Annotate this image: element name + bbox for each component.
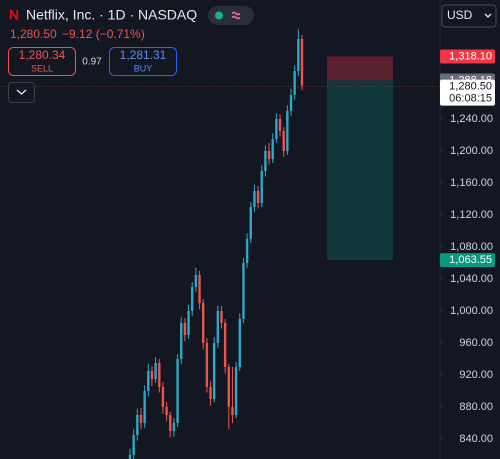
candle-body bbox=[223, 323, 227, 367]
candle-body bbox=[271, 139, 274, 159]
y-tick-label: 920.00 bbox=[459, 369, 493, 381]
status-toggle[interactable] bbox=[208, 6, 254, 25]
candle-body bbox=[180, 323, 183, 359]
candle-body bbox=[212, 343, 216, 399]
target-zone bbox=[327, 80, 393, 261]
header: N Netflix, Inc. · 1D · NASDAQ USD 1,280.… bbox=[8, 4, 497, 103]
candle-body bbox=[183, 323, 187, 335]
candle-body bbox=[289, 95, 293, 111]
candle-body bbox=[147, 371, 150, 391]
candle-body bbox=[238, 319, 241, 367]
currency-dropdown[interactable] bbox=[441, 4, 497, 28]
candle-body bbox=[172, 423, 176, 431]
candle-body bbox=[253, 191, 256, 207]
candle-body bbox=[256, 191, 260, 203]
candle-body bbox=[150, 371, 154, 379]
countdown: 06:08:15 bbox=[449, 93, 492, 105]
candle-body bbox=[158, 363, 161, 387]
candle-body bbox=[154, 363, 157, 379]
y-tick-label: 1,080.00 bbox=[450, 241, 493, 253]
buy-label: BUY bbox=[134, 63, 153, 73]
candle-body bbox=[176, 359, 179, 423]
collapse-chevron bbox=[16, 89, 27, 95]
symbol-title[interactable]: Netflix, Inc. · 1D · NASDAQ bbox=[26, 7, 197, 23]
candle-body bbox=[187, 311, 190, 335]
price-axis: 840.00 880.00 920.00 960.00 1,000.00 1,040.00… bbox=[440, 49, 495, 445]
candle-body bbox=[293, 71, 296, 95]
price-label-box bbox=[440, 79, 495, 106]
candle-body bbox=[216, 311, 220, 343]
candle-body bbox=[234, 367, 238, 415]
price-label-box bbox=[440, 49, 495, 64]
candle-body bbox=[275, 119, 278, 139]
candle-body bbox=[300, 39, 304, 86]
y-tick-label: 1,160.00 bbox=[450, 177, 493, 189]
spread: 0.97 bbox=[82, 57, 102, 68]
plot-area bbox=[0, 29, 440, 459]
y-tick-label: 1,240.00 bbox=[450, 113, 493, 125]
candle-body bbox=[198, 275, 201, 303]
candle-body bbox=[264, 151, 267, 171]
candle-body bbox=[286, 111, 289, 151]
candle-body bbox=[282, 131, 285, 151]
candle-body bbox=[128, 455, 132, 459]
candle-body bbox=[169, 415, 172, 431]
logo: N bbox=[9, 7, 19, 23]
candle-body bbox=[201, 303, 205, 343]
dropdown-chevron bbox=[484, 13, 492, 18]
collapse-button[interactable] bbox=[8, 82, 35, 103]
candle-body bbox=[139, 415, 143, 423]
price-label: 1,318.10 bbox=[449, 50, 492, 62]
price-change: −9.12 (−0.71%) bbox=[62, 27, 145, 41]
sell-button[interactable] bbox=[8, 47, 76, 76]
candle-body bbox=[132, 435, 135, 455]
candle-body bbox=[143, 391, 146, 423]
price-label: 1,063.55 bbox=[449, 254, 492, 266]
currency: USD bbox=[447, 8, 473, 22]
candle-body bbox=[297, 39, 300, 71]
sell-label: SELL bbox=[31, 63, 53, 73]
y-tick-label: 1,000.00 bbox=[450, 305, 493, 317]
candle-body bbox=[260, 171, 263, 203]
stop-zone bbox=[327, 56, 393, 81]
candle-body bbox=[249, 207, 252, 239]
candle-body bbox=[165, 407, 168, 415]
y-tick-label: 1,120.00 bbox=[450, 209, 493, 221]
status-dot bbox=[215, 11, 223, 20]
y-tick-label: 960.00 bbox=[459, 337, 493, 349]
candle-body bbox=[245, 239, 249, 263]
buy-price: 1,281.31 bbox=[120, 48, 167, 62]
last-price: 1,280.50 bbox=[10, 27, 57, 41]
wave-icon bbox=[231, 11, 241, 20]
y-tick-label: 1,200.00 bbox=[450, 145, 493, 157]
y-tick-label: 840.00 bbox=[459, 433, 493, 445]
candle-body bbox=[205, 343, 209, 387]
candle-body bbox=[161, 387, 165, 407]
candle-body bbox=[194, 275, 198, 287]
price-label: 1,280.50 bbox=[449, 81, 492, 93]
candle-body bbox=[191, 287, 194, 311]
candle-body bbox=[231, 407, 234, 415]
sell-price: 1,280.34 bbox=[19, 48, 66, 62]
y-tick-label: 880.00 bbox=[459, 401, 493, 413]
y-tick-label: 1,040.00 bbox=[450, 273, 493, 285]
candle-body bbox=[227, 367, 231, 407]
price-label-box bbox=[440, 253, 495, 268]
candle-body bbox=[278, 119, 282, 131]
candle-body bbox=[136, 415, 139, 435]
candle-body bbox=[242, 263, 245, 319]
candle-body bbox=[220, 311, 223, 323]
buy-button[interactable] bbox=[109, 47, 177, 76]
candle-body bbox=[267, 151, 271, 159]
candle-body bbox=[209, 387, 212, 399]
